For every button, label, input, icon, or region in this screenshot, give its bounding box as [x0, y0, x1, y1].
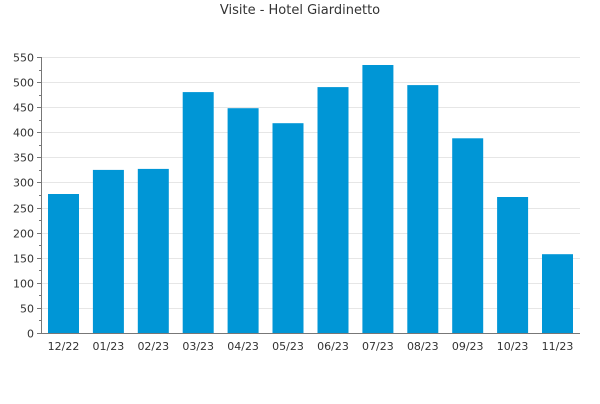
- x-tick-label: 05/23: [272, 340, 304, 353]
- x-tick-label: 04/23: [227, 340, 259, 353]
- bar-05-23: [272, 123, 304, 333]
- bar-12-22: [48, 194, 79, 333]
- y-tick-label: 200: [13, 228, 34, 241]
- bar-09-23: [452, 138, 484, 333]
- x-tick-label: 08/23: [407, 340, 439, 353]
- y-tick-label: 400: [13, 127, 34, 140]
- bar-11-23: [542, 254, 573, 333]
- bar-06-23: [317, 87, 349, 333]
- x-tick-label: 10/23: [497, 340, 529, 353]
- bar-01-23: [92, 169, 124, 333]
- bar-10-23: [497, 197, 529, 333]
- x-tick-label: 07/23: [362, 340, 394, 353]
- x-tick-label: 01/23: [93, 340, 125, 353]
- grid-lines: [41, 57, 580, 309]
- x-tick-label: 03/23: [182, 340, 214, 353]
- chart-title: Visite - Hotel Giardinetto: [219, 3, 381, 18]
- y-tick-label: 50: [20, 303, 34, 316]
- y-tick-label: 550: [13, 52, 34, 65]
- bar-08-23: [407, 85, 439, 333]
- x-tick-label: 09/23: [452, 340, 484, 353]
- bar-03-23: [182, 92, 214, 333]
- bar-02-23: [137, 168, 169, 333]
- y-tick-label: 350: [13, 152, 34, 165]
- y-tick-label: 250: [13, 203, 34, 216]
- y-tick-label: 450: [13, 102, 34, 115]
- x-tick-label: 11/23: [542, 340, 574, 353]
- x-tick-label: 06/23: [317, 340, 349, 353]
- y-tick-labels: 0 50 100 150 200 250 300 350 400 450 500 550: [13, 52, 34, 341]
- y-tick-label: 500: [13, 77, 34, 90]
- x-tick-labels: 12/22 01/23 02/23 03/23 04/23 05/23 06/23 07/23…: [48, 340, 574, 353]
- y-tick-label: 300: [13, 177, 34, 190]
- axes: [37, 57, 580, 334]
- x-tick-label: 02/23: [137, 340, 169, 353]
- bars: [48, 65, 573, 333]
- bar-07-23: [362, 65, 394, 333]
- y-tick-label: 100: [13, 278, 34, 291]
- x-tick-label: 12/22: [48, 340, 80, 353]
- bar-04-23: [227, 108, 259, 333]
- y-tick-label: 150: [13, 253, 34, 266]
- y-tick-label: 0: [27, 328, 34, 341]
